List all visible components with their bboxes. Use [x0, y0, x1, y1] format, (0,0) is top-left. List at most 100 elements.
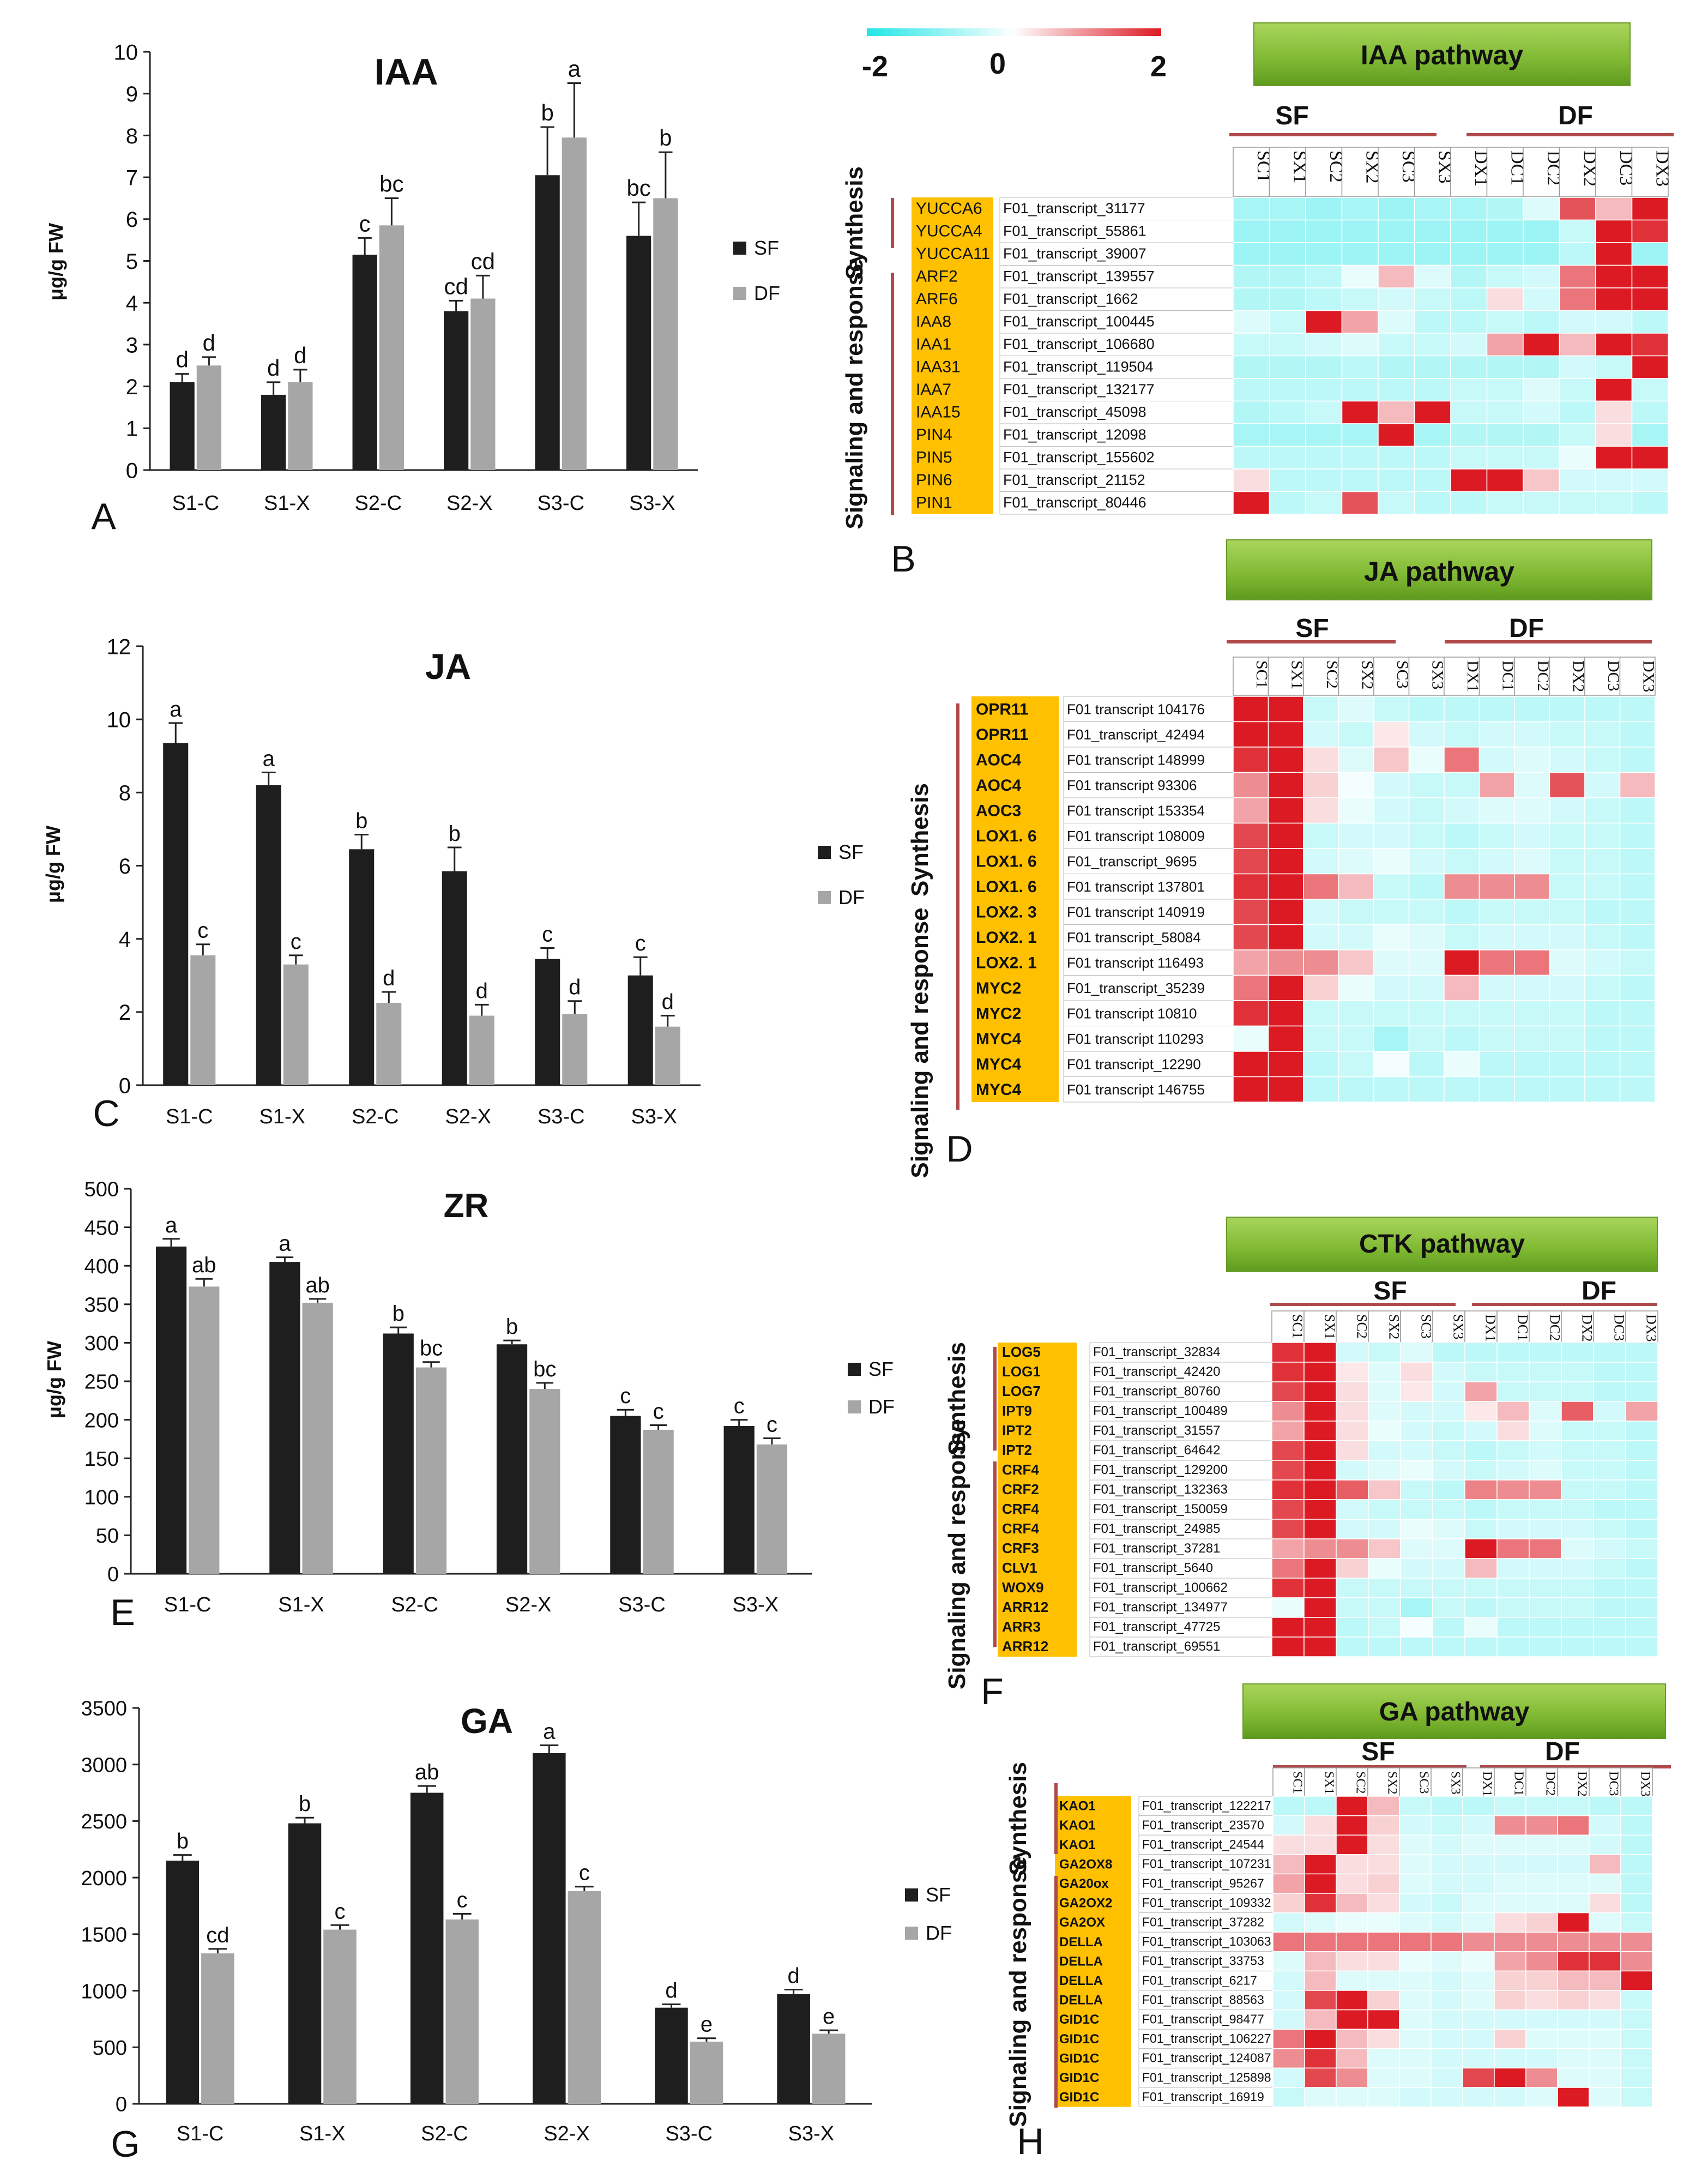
heatmap-cell	[1271, 1479, 1305, 1500]
column-header-box	[1593, 1310, 1626, 1343]
gene-label: MYC2	[976, 1004, 1021, 1022]
bar-sf	[352, 254, 377, 470]
heatmap-cell	[1400, 1519, 1433, 1539]
heatmap-cell	[1271, 1499, 1305, 1520]
heatmap-cell	[1303, 873, 1339, 900]
legend-swatch-sf	[733, 242, 746, 255]
pathway-banner	[1226, 539, 1652, 600]
transcript-label: F01_transcript_80446	[1003, 495, 1146, 511]
heatmap-cell	[1432, 1381, 1465, 1402]
heatmap-cell	[1233, 949, 1269, 976]
transcript-box	[1063, 1051, 1234, 1077]
heatmap-cell	[1399, 1834, 1432, 1855]
transcript-box	[1089, 1499, 1272, 1520]
heatmap-cell	[1486, 219, 1524, 243]
heatmap-cell	[1549, 1051, 1585, 1078]
heatmap-cell	[1373, 1025, 1410, 1052]
transcript-box	[1138, 1854, 1274, 1874]
heatmap-cell	[1304, 1951, 1337, 1972]
significance-label: bc	[379, 171, 403, 196]
heatmap-3: CTK pathway SF DF SC1 SX1 SC2 SX2 SC3 SX3 DX1 DC1 D…	[944, 1217, 1659, 1712]
heatmap-cell	[1336, 1597, 1369, 1618]
panel-letter: A	[91, 496, 116, 537]
heatmap-cell	[1496, 1519, 1530, 1539]
transcript-label: F01_transcript_103063	[1142, 1934, 1271, 1948]
pathway-banner	[1253, 22, 1631, 86]
heatmap-cell	[1432, 1597, 1465, 1618]
significance-label: c	[635, 931, 646, 955]
heatmap-cell	[1303, 1636, 1337, 1657]
column-header: SX1	[1288, 660, 1306, 689]
significance-label: a	[263, 747, 275, 771]
transcript-label: F01_transcript_37281	[1093, 1541, 1220, 1556]
heatmap-cell	[1462, 1990, 1495, 2011]
heatmap-cell	[1478, 1051, 1515, 1078]
bar-df	[643, 1429, 674, 1574]
heatmap-cell	[1378, 264, 1415, 288]
gene-label: WOX9	[1002, 1579, 1044, 1596]
heatmap-cell	[1367, 1932, 1400, 1952]
heatmap-cell	[1549, 899, 1585, 925]
heatmap-cell	[1373, 974, 1410, 1001]
gene-label: PIN1	[916, 494, 952, 512]
heatmap-cell	[1336, 1479, 1369, 1500]
legend-label-df: DF	[838, 886, 865, 908]
heatmap-cell	[1408, 721, 1445, 748]
heatmap-cell	[1631, 197, 1669, 221]
heatmap-cell	[1378, 491, 1415, 515]
heatmap-cell	[1593, 1519, 1626, 1539]
heatmap-cell	[1496, 1421, 1530, 1441]
gene-label: DELLA	[1059, 1954, 1103, 1969]
heatmap-cell	[1450, 355, 1488, 379]
heatmap-cell	[1336, 1990, 1368, 2011]
heatmap-cell	[1367, 1893, 1400, 1914]
column-header: SX2	[1385, 1771, 1399, 1795]
bar-sf	[442, 871, 467, 1085]
column-header: DC3	[1606, 1771, 1620, 1796]
significance-label: b	[659, 125, 672, 151]
column-header: DX1	[1464, 660, 1482, 692]
panel-letter: G	[111, 2123, 140, 2165]
heatmap-cell	[1514, 974, 1550, 1001]
gene-label: IPT2	[1002, 1442, 1032, 1458]
heatmap-cell	[1305, 355, 1343, 379]
heatmap-cell	[1514, 772, 1550, 798]
column-header: SC1	[1253, 660, 1271, 689]
y-tick-label: 7	[126, 166, 138, 190]
heatmap-cell	[1559, 310, 1596, 334]
bar-sf	[777, 1994, 810, 2104]
heatmap-cell	[1494, 1815, 1526, 1836]
column-header: SX1	[1321, 1771, 1336, 1795]
heatmap-cell	[1549, 848, 1585, 875]
heatmap-cell	[1589, 1990, 1621, 2011]
heatmap-cell	[1399, 2067, 1432, 2088]
transcript-label: F01_transcript_155602	[1003, 449, 1155, 466]
heatmap-cell	[1336, 1636, 1369, 1657]
heatmap-cell	[1625, 1636, 1658, 1657]
heatmap-cell	[1271, 1381, 1305, 1402]
transcript-box	[1138, 2067, 1274, 2088]
heatmap-cell	[1408, 924, 1445, 950]
heatmap-cell	[1593, 1342, 1626, 1363]
heatmap-cell	[1589, 1834, 1621, 1855]
heatmap-cell	[1268, 949, 1304, 976]
legend-label-sf: SF	[926, 1884, 951, 1906]
section-label: Signaling and response	[841, 258, 868, 529]
heatmap-cell	[1368, 1479, 1401, 1500]
column-header-box	[1523, 147, 1560, 197]
heatmap-cell	[1414, 491, 1451, 515]
heatmap-cell	[1336, 2009, 1368, 2030]
heatmap-cell	[1589, 2009, 1621, 2030]
gene-label: GA2OX	[1059, 1915, 1105, 1930]
gene-label: AOC3	[976, 802, 1021, 820]
heatmap-cell	[1494, 1912, 1526, 1933]
heatmap-cell	[1464, 1636, 1498, 1657]
heatmap-cell	[1494, 1951, 1526, 1972]
heatmap-cell	[1450, 333, 1488, 357]
significance-label: bc	[420, 1337, 443, 1361]
heatmap-cell	[1338, 721, 1374, 748]
heatmap-cell	[1414, 446, 1451, 470]
heatmap-cell	[1268, 721, 1304, 748]
heatmap-cell	[1431, 1970, 1463, 1991]
panel-letter: B	[891, 538, 915, 580]
